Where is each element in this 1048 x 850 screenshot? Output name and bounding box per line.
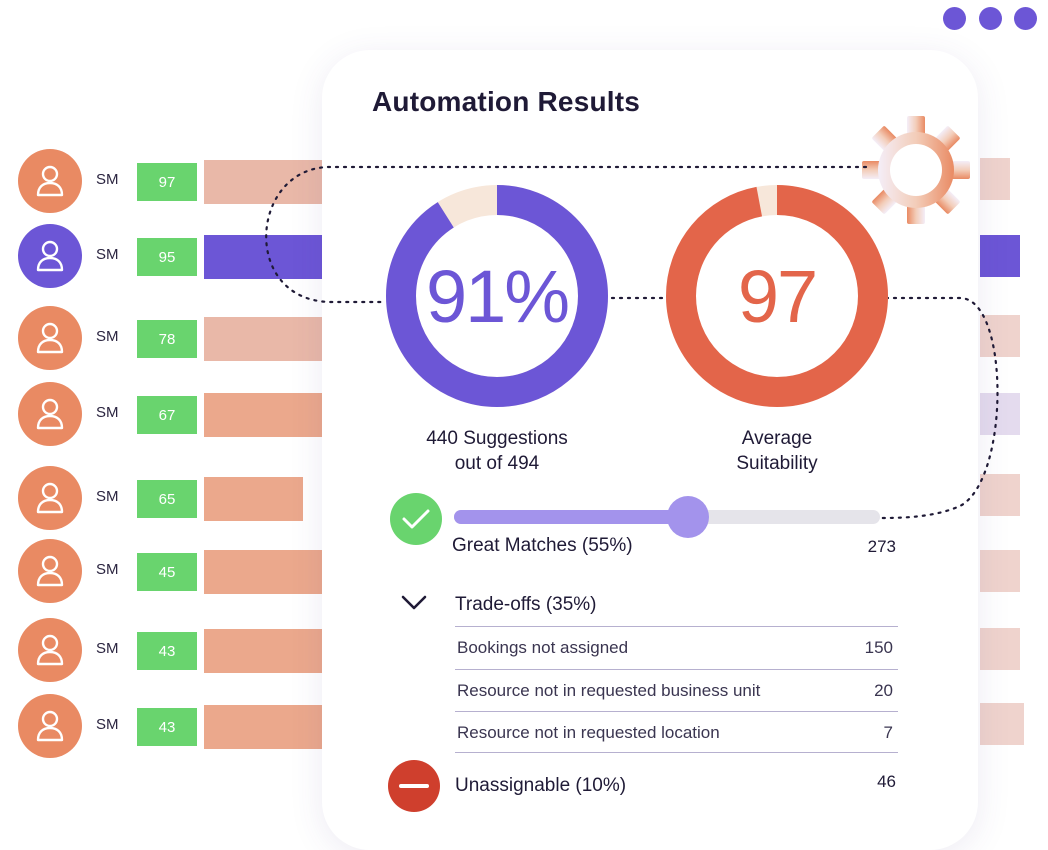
slider-fill xyxy=(454,510,688,524)
availability-bar xyxy=(204,235,322,279)
suitability-donut: 97 xyxy=(666,185,888,407)
score-badge: 45 xyxy=(137,553,197,591)
user-icon xyxy=(36,165,64,197)
timeline-bar xyxy=(980,703,1024,745)
window-dot xyxy=(979,7,1002,30)
availability-bar xyxy=(204,550,322,594)
resource-row[interactable]: SM 97 xyxy=(0,149,330,215)
score-badge: 65 xyxy=(137,480,197,518)
timeline-bar xyxy=(980,315,1020,357)
avatar xyxy=(18,382,82,446)
score-badge: 97 xyxy=(137,163,197,201)
divider xyxy=(455,752,898,753)
great-matches-count: 273 xyxy=(867,537,896,556)
avatar xyxy=(18,466,82,530)
window-dot xyxy=(1014,7,1037,30)
resource-initials: SM xyxy=(96,171,119,188)
unassignable-label: Unassignable (10%) xyxy=(455,775,627,796)
resource-row[interactable]: SM 43 xyxy=(0,618,330,684)
timeline-bar xyxy=(980,235,1020,277)
resource-initials: SM xyxy=(96,640,119,657)
trade-off-count: 7 xyxy=(883,723,893,742)
avatar xyxy=(18,149,82,213)
avatar xyxy=(18,618,82,682)
unassignable-count: 46 xyxy=(877,772,896,791)
suggestions-caption: 440 Suggestions out of 494 xyxy=(377,426,617,476)
suitability-caption-line: Average xyxy=(741,428,813,449)
resource-row[interactable]: SM 95 xyxy=(0,224,330,290)
availability-bar xyxy=(204,629,322,673)
score-badge: 43 xyxy=(137,632,197,670)
suitability-caption-line: Suitability xyxy=(736,453,818,474)
resource-initials: SM xyxy=(96,561,119,578)
minus-icon-bar xyxy=(399,784,429,788)
resource-row[interactable]: SM 43 xyxy=(0,694,330,760)
check-icon xyxy=(390,493,442,545)
availability-bar xyxy=(204,317,322,361)
suitability-caption: Average Suitability xyxy=(657,426,897,476)
score-badge: 67 xyxy=(137,396,197,434)
timeline-bar xyxy=(980,158,1010,200)
resource-row[interactable]: SM 67 xyxy=(0,382,330,448)
score-badge: 78 xyxy=(137,320,197,358)
availability-bar xyxy=(204,477,303,521)
suggestions-caption-line: out of 494 xyxy=(454,453,540,474)
user-icon xyxy=(36,634,64,666)
great-matches-slider[interactable] xyxy=(454,496,880,538)
avatar xyxy=(18,539,82,603)
resource-initials: SM xyxy=(96,404,119,421)
trade-off-label: Bookings not assigned xyxy=(457,638,629,657)
page-title: Automation Results xyxy=(372,86,641,117)
slider-handle[interactable] xyxy=(667,496,709,538)
trade-off-count: 20 xyxy=(874,681,893,700)
avatar xyxy=(18,694,82,758)
table-row: Resource not in requested business unit … xyxy=(455,669,898,712)
resource-row[interactable]: SM 78 xyxy=(0,306,330,372)
availability-bar xyxy=(204,705,322,749)
user-icon xyxy=(36,322,64,354)
user-icon xyxy=(36,482,64,514)
availability-bar xyxy=(204,393,322,437)
suggestions-donut-arc xyxy=(386,185,608,407)
timeline-bar xyxy=(980,550,1020,592)
user-icon xyxy=(36,398,64,430)
suggestions-caption-line: 440 Suggestions xyxy=(426,428,568,449)
gear-icon xyxy=(862,116,970,224)
avatar xyxy=(18,224,82,288)
score-badge: 95 xyxy=(137,238,197,276)
resource-initials: SM xyxy=(96,328,119,345)
resource-initials: SM xyxy=(96,716,119,733)
table-row: Bookings not assigned 150 xyxy=(455,626,898,669)
resource-row[interactable]: SM 65 xyxy=(0,466,330,532)
score-badge: 43 xyxy=(137,708,197,746)
user-icon xyxy=(36,240,64,272)
trade-offs-toggle[interactable]: Trade-offs (35%) xyxy=(455,594,597,615)
suggestions-donut: 91% xyxy=(386,185,608,407)
window-dot xyxy=(943,7,966,30)
user-icon xyxy=(36,710,64,742)
suitability-donut-arc xyxy=(666,185,888,407)
trade-off-label: Resource not in requested business unit xyxy=(457,681,761,700)
minus-icon xyxy=(388,760,440,812)
avatar xyxy=(18,306,82,370)
table-row: Resource not in requested location 7 xyxy=(455,711,898,754)
timeline-bar xyxy=(980,628,1020,670)
trade-off-count: 150 xyxy=(864,638,893,657)
resource-row[interactable]: SM 45 xyxy=(0,539,330,605)
availability-bar xyxy=(204,160,322,204)
timeline-bar xyxy=(980,474,1020,516)
great-matches-label: Great Matches (55%) xyxy=(452,535,633,556)
user-icon xyxy=(36,555,64,587)
resource-initials: SM xyxy=(96,246,119,263)
suitability-score: 97 xyxy=(737,254,818,338)
resource-initials: SM xyxy=(96,488,119,505)
suggestions-percentage: 91% xyxy=(425,254,570,338)
timeline-bar xyxy=(980,393,1020,435)
chevron-down-icon[interactable] xyxy=(400,594,428,612)
trade-off-label: Resource not in requested location xyxy=(457,723,720,742)
